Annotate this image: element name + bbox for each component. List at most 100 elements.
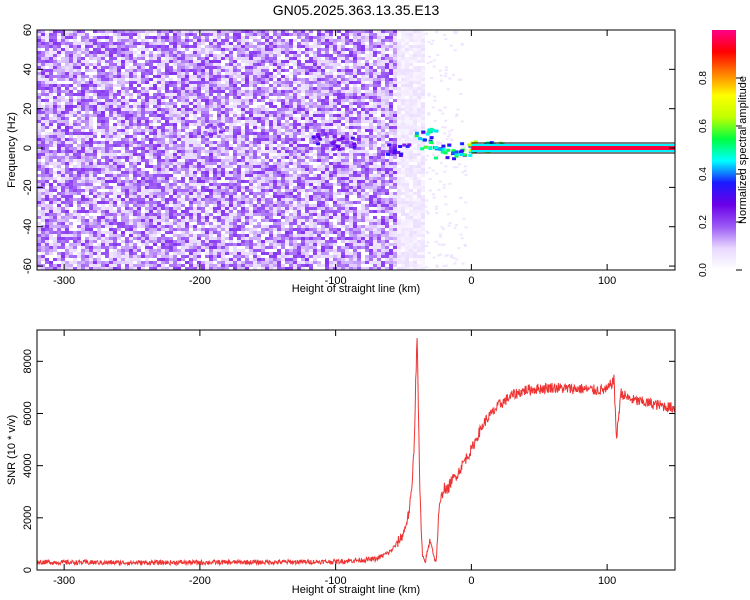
spectrogram-cell (321, 75, 325, 78)
spectrogram-cell (93, 36, 97, 39)
spectrogram-cell (233, 84, 237, 87)
spectrogram-cell (233, 201, 237, 204)
spectrogram-cell (165, 186, 169, 189)
spectrogram-cell (309, 90, 313, 93)
spectrogram-cell (249, 216, 253, 219)
spectrogram-cell (241, 144, 245, 147)
spectrogram-cell (253, 96, 257, 99)
spectrogram-cell (41, 249, 45, 252)
spectrogram-cell (45, 54, 49, 57)
spectrogram-cell (293, 102, 297, 105)
spectrogram-cell (61, 60, 65, 63)
spectrogram-cell (237, 93, 241, 96)
spectrogram-cell (49, 66, 53, 69)
spectrogram-cell (229, 45, 233, 48)
spectrogram-cell (137, 33, 141, 36)
spectrogram-cell (105, 183, 109, 186)
spectrogram-cell (133, 255, 137, 258)
spectrogram-cell (301, 135, 305, 138)
spectrogram-cell (253, 153, 257, 156)
spectrogram-cell (169, 108, 173, 111)
spectrogram-cell (237, 210, 241, 213)
spectrogram-cell (129, 93, 133, 96)
spectrogram-cell (285, 129, 289, 132)
spectrogram-cell (85, 195, 89, 198)
spectrogram-cell (193, 72, 197, 75)
spectrogram-cell (269, 87, 273, 90)
spectrogram-cell (313, 75, 317, 78)
spectrogram-cell (177, 237, 181, 240)
spectrogram-cell (133, 258, 137, 261)
spectrogram-cell (69, 261, 73, 264)
spectrogram-cell (81, 198, 85, 201)
spectrogram-cell (225, 75, 229, 78)
spectrogram-cell (189, 252, 193, 255)
spectrogram-cell (45, 189, 49, 192)
spectrogram-cell (193, 129, 197, 132)
spectrogram-cell (257, 138, 261, 141)
spectrogram-cell (217, 192, 221, 195)
spectrogram-cell (221, 66, 225, 69)
spectrogram-cell (137, 102, 141, 105)
spectrogram-cell (189, 57, 193, 60)
spectrogram-cell (185, 48, 189, 51)
spectrogram-cell (81, 219, 85, 222)
spectrogram-cell (97, 186, 101, 189)
spectrogram-cell (153, 219, 157, 222)
spectrogram-cell (301, 264, 305, 267)
spectrogram-cell (305, 168, 309, 171)
spectrogram-cell (165, 60, 169, 63)
spectrogram-cell (297, 267, 301, 270)
spectrogram-cell (305, 183, 309, 186)
spectrogram-cell (281, 180, 285, 183)
spectrogram-cell (185, 228, 189, 231)
spectrogram-cell (65, 177, 69, 180)
spectrogram-cell (141, 192, 145, 195)
spectrogram-cell (221, 264, 225, 267)
spectrogram-cell (305, 261, 309, 264)
spectrogram-cell (221, 255, 225, 258)
spectrogram-cell (301, 246, 305, 249)
spectrogram-cell (129, 84, 133, 87)
spectrogram-cell (93, 42, 97, 45)
spectrogram-cell (301, 66, 305, 69)
spectrogram-cell (273, 246, 277, 249)
spectrogram-cell (165, 201, 169, 204)
spectrogram-cell (237, 180, 241, 183)
spectrogram-cell (109, 84, 113, 87)
spectrogram-cell (61, 255, 65, 258)
spectrogram-cell (161, 126, 165, 129)
spectrogram-cell (149, 180, 153, 183)
spectrogram-cell (317, 252, 321, 255)
spectrogram-cell (245, 123, 249, 126)
spectrogram-cell (169, 261, 173, 264)
spectrogram-cell (113, 246, 117, 249)
spectrogram-cell (245, 240, 249, 243)
spectrogram-cell (245, 54, 249, 57)
spectrogram-cell (209, 45, 213, 48)
spectrogram-cell (53, 69, 57, 72)
spectrogram-cell (241, 114, 245, 117)
spectrogram-cell (285, 75, 289, 78)
spectrogram-cell (209, 255, 213, 258)
spectrogram-cell (73, 249, 77, 252)
spectrogram-cell (117, 174, 121, 177)
spectrogram-cell (157, 195, 161, 198)
spectrogram-cell (233, 90, 237, 93)
spectrogram-cell (185, 147, 189, 150)
spectrogram-cell (193, 249, 197, 252)
spectrogram-cell (105, 240, 109, 243)
spectrogram-cell (69, 102, 73, 105)
spectrogram-cell (301, 258, 305, 261)
spectrogram-cell (97, 81, 101, 84)
spectrogram-cell (145, 240, 149, 243)
spectrogram-cell (93, 84, 97, 87)
spectrogram-cell (149, 156, 153, 159)
spectrogram-cell (45, 192, 49, 195)
spectrogram-cell (45, 249, 49, 252)
spectrogram-cell (161, 36, 165, 39)
spectrogram-cell (217, 168, 221, 171)
spectrogram-cell (93, 252, 97, 255)
spectrogram-cell (57, 195, 61, 198)
spectrogram-cell (125, 102, 129, 105)
